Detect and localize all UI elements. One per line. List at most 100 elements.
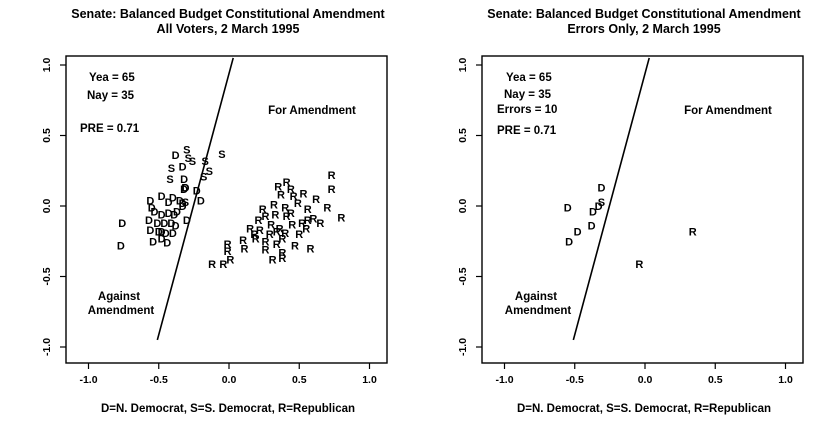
- data-point-d: D: [574, 226, 582, 238]
- x-tick-label: -0.5: [150, 374, 168, 386]
- data-point-d: D: [181, 183, 189, 195]
- data-point-r: R: [316, 218, 324, 230]
- data-point-r: R: [250, 229, 258, 241]
- data-point-r: R: [283, 177, 291, 189]
- data-point-d: D: [158, 191, 166, 203]
- data-point-d: D: [158, 233, 166, 245]
- legend-errors: Errors = 10: [497, 104, 557, 116]
- data-point-r: R: [304, 204, 312, 216]
- cutline: [572, 57, 650, 341]
- data-point-s: S: [206, 166, 213, 178]
- data-point-d: D: [179, 162, 187, 174]
- cutline: [156, 57, 234, 341]
- data-point-d: D: [176, 195, 184, 207]
- data-point-r: R: [287, 208, 295, 220]
- data-point-d: D: [160, 218, 168, 230]
- annotation-against-line2: Amendment: [88, 305, 155, 317]
- plot-title: Senate: Balanced Budget Constitutional A…: [71, 7, 385, 21]
- legend-pre: PRE = 0.71: [497, 125, 557, 137]
- data-point-d: D: [117, 240, 125, 252]
- y-tick-label: 0.5: [41, 128, 53, 143]
- x-axis-caption: D=N. Democrat, S=S. Democrat, R=Republic…: [101, 403, 355, 415]
- data-point-r: R: [299, 188, 307, 200]
- data-point-r: R: [291, 240, 299, 252]
- data-point-r: R: [283, 211, 291, 223]
- plot-box: [65, 55, 388, 364]
- data-point-d: D: [145, 215, 153, 227]
- data-point-r: R: [298, 218, 306, 230]
- data-point-r: R: [208, 259, 216, 271]
- data-point-r: R: [239, 235, 247, 247]
- data-point-s: S: [200, 171, 207, 183]
- data-point-d: D: [167, 218, 175, 230]
- data-point-r: R: [270, 200, 278, 212]
- plot-box: [481, 55, 804, 364]
- data-point-d: D: [589, 207, 597, 219]
- data-point-r: R: [240, 243, 248, 255]
- data-point-d: D: [146, 195, 154, 207]
- data-point-r: R: [262, 211, 270, 223]
- legend-pre: PRE = 0.71: [80, 123, 140, 135]
- data-point-r: R: [287, 184, 295, 196]
- data-point-r: R: [262, 245, 270, 257]
- data-point-d: D: [588, 221, 596, 233]
- data-point-r: R: [328, 170, 336, 182]
- data-point-r: R: [255, 215, 263, 227]
- data-point-d: D: [155, 226, 163, 238]
- data-point-r: R: [226, 255, 234, 267]
- axis-ticks: -1.0 -1.0 -0.5 -0.5 0.0 0.0 0.5 0.5 1.0 1.0: [457, 58, 793, 386]
- annotation-for-amendment: For Amendment: [268, 105, 356, 117]
- data-point-r: R: [323, 202, 331, 214]
- data-point-d: D: [180, 174, 188, 186]
- y-tick-label: 0.0: [457, 199, 469, 214]
- data-point-r: R: [259, 204, 267, 216]
- data-point-d: D: [173, 207, 181, 219]
- data-point-d: D: [172, 150, 180, 162]
- data-point-d: D: [148, 202, 156, 214]
- data-point-d: D: [169, 193, 177, 205]
- data-point-d: D: [158, 209, 166, 221]
- legend-nay: Nay = 35: [504, 89, 552, 101]
- data-point-s: S: [218, 149, 225, 161]
- data-point-r: R: [304, 215, 312, 227]
- data-point-d: D: [193, 185, 201, 197]
- plot-subtitle: Errors Only, 2 March 1995: [567, 22, 720, 36]
- data-point-r: R: [278, 253, 286, 265]
- data-point-r: R: [278, 233, 286, 245]
- plot-all-voters: Senate: Balanced Budget Constitutional A…: [41, 7, 388, 415]
- data-point-d: D: [565, 236, 573, 248]
- x-tick-label: -1.0: [79, 374, 97, 386]
- data-point-r: R: [307, 243, 315, 255]
- data-point-r: R: [689, 226, 697, 238]
- data-point-r: R: [271, 209, 279, 221]
- plot-subtitle: All Voters, 2 March 1995: [157, 22, 300, 36]
- data-point-d: D: [595, 201, 603, 213]
- data-point-s: S: [168, 163, 175, 175]
- data-point-d: D: [180, 184, 188, 196]
- x-axis-caption: D=N. Democrat, S=S. Democrat, R=Republic…: [517, 403, 771, 415]
- x-tick-label: -1.0: [495, 374, 513, 386]
- y-tick-label: 0.0: [41, 199, 53, 214]
- data-point-r: R: [224, 239, 232, 251]
- data-point-r: R: [288, 219, 296, 231]
- data-point-r: R: [635, 259, 643, 271]
- data-point-r: R: [277, 190, 285, 202]
- y-tick-label: -0.5: [41, 267, 53, 285]
- legend-nay: Nay = 35: [87, 90, 135, 102]
- data-point-d: D: [183, 215, 191, 227]
- data-point-d: D: [170, 209, 178, 221]
- annotation-for-amendment: For Amendment: [684, 105, 772, 117]
- data-point-r: R: [256, 225, 264, 237]
- data-point-d: D: [162, 228, 170, 240]
- data-point-s: S: [598, 197, 605, 209]
- data-point-d: D: [179, 201, 187, 213]
- data-point-r: R: [273, 226, 281, 238]
- data-point-r: R: [262, 236, 270, 248]
- data-point-r: R: [281, 228, 289, 240]
- data-point-d: D: [597, 183, 605, 195]
- data-point-r: R: [269, 255, 277, 267]
- plot-errors-only: Senate: Balanced Budget Constitutional A…: [457, 7, 804, 415]
- x-tick-label: 1.0: [362, 374, 377, 386]
